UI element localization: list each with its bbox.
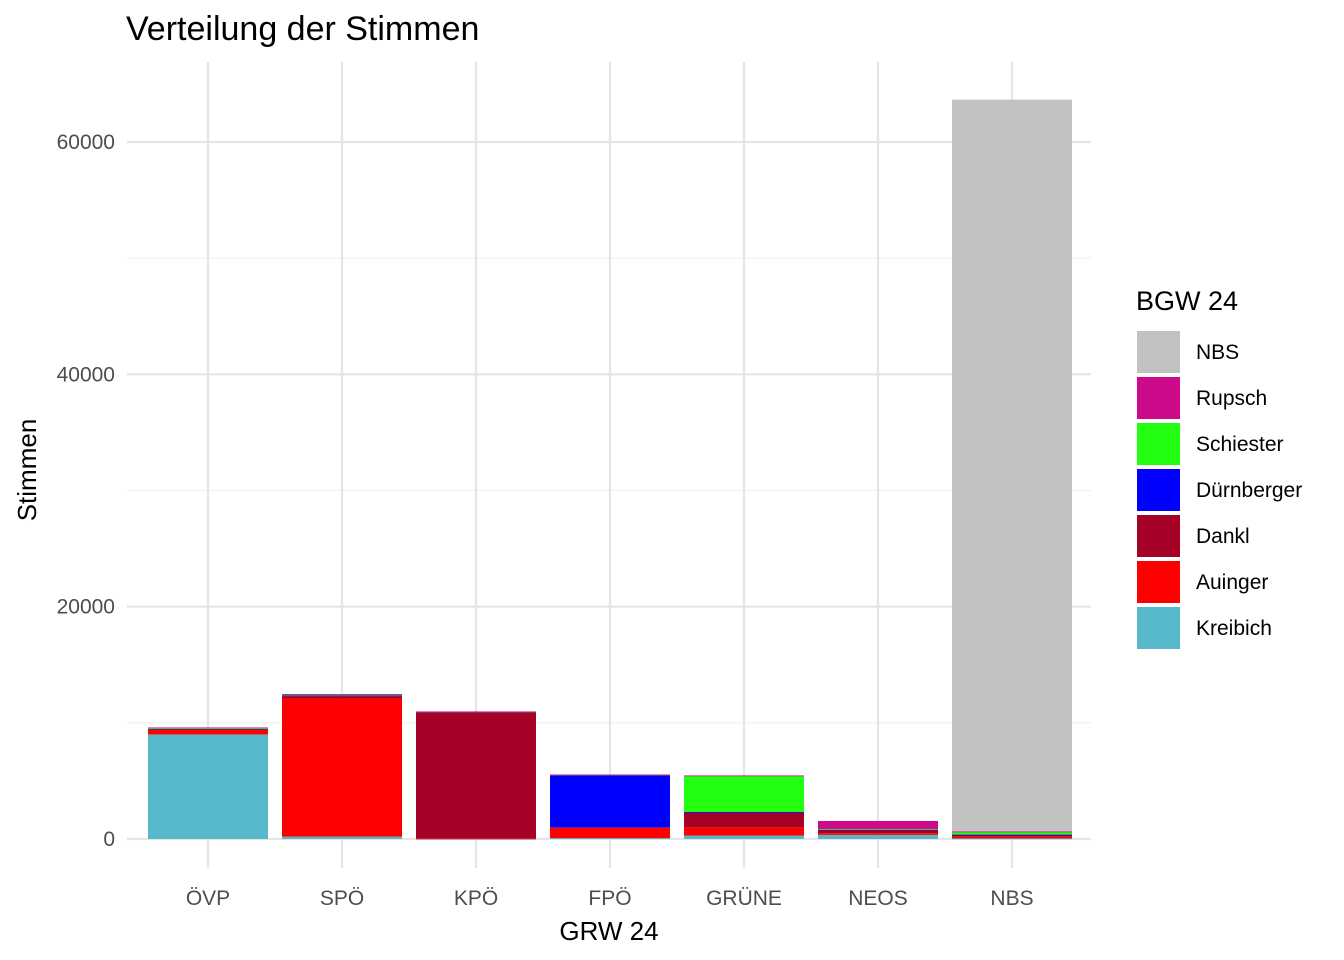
- bar-segment: [416, 838, 536, 840]
- legend-swatch: [1137, 423, 1180, 465]
- legend-swatch: [1137, 561, 1180, 603]
- bar-segment: [952, 99, 1072, 832]
- bar-segment: [148, 734, 268, 839]
- bar-segment: [416, 711, 536, 713]
- x-tick-label: ÖVP: [186, 887, 230, 910]
- bar-segment: [684, 775, 804, 777]
- bar-segment: [952, 836, 1072, 839]
- bar-segment: [952, 831, 1072, 833]
- x-axis-title: GRW 24: [559, 916, 658, 946]
- bar-segment: [818, 829, 938, 834]
- legend-label: NBS: [1196, 341, 1239, 364]
- bar-segment: [550, 774, 670, 776]
- bar-segment: [952, 834, 1072, 837]
- x-tick-label: SPÖ: [320, 887, 364, 910]
- bars: [148, 99, 1072, 840]
- legend-label: Kreibich: [1196, 617, 1272, 640]
- bar-segment: [818, 820, 938, 830]
- bar-segment: [148, 727, 268, 729]
- bar-segment: [148, 729, 268, 735]
- bar-segment: [952, 838, 1072, 840]
- bar-segment: [684, 812, 804, 828]
- bar-segment: [282, 696, 402, 699]
- legend-swatch: [1137, 377, 1180, 419]
- y-tick-label: 40000: [57, 363, 115, 386]
- bar-segment: [818, 833, 938, 835]
- x-tick-label: GRÜNE: [706, 887, 782, 910]
- legend-label: Dürnberger: [1196, 479, 1302, 502]
- bar-segment: [684, 776, 804, 813]
- legend-swatch: [1137, 331, 1180, 373]
- bar-segment: [818, 834, 938, 839]
- bar-segment: [550, 827, 670, 839]
- x-tick-label: NBS: [990, 887, 1033, 910]
- legend-label: Schiester: [1196, 433, 1284, 456]
- x-tick-labels: ÖVP SPÖ KPÖ FPÖ GRÜNE NEOS NBS: [186, 887, 1034, 910]
- bar-segment: [550, 827, 670, 829]
- bar-segment: [282, 694, 402, 697]
- bar-segment: [282, 694, 402, 696]
- y-tick-labels: 0 20000 40000 60000: [57, 131, 115, 851]
- bar-segment: [282, 698, 402, 837]
- grid-lines: [127, 62, 1091, 868]
- bar-segment: [684, 827, 804, 836]
- bar-segment: [416, 711, 536, 839]
- x-tick-label: NEOS: [848, 887, 908, 910]
- y-axis-title: Stimmen: [12, 419, 42, 522]
- bar-segment: [148, 728, 268, 729]
- bar-segment: [148, 729, 268, 730]
- y-tick-label: 60000: [57, 131, 115, 154]
- chart-title: Verteilung der Stimmen: [126, 10, 479, 48]
- bar-segment: [550, 838, 670, 839]
- legend-swatch: [1137, 469, 1180, 511]
- bar-segment: [952, 831, 1072, 835]
- legend-label: Rupsch: [1196, 387, 1267, 410]
- bar-segment: [952, 834, 1072, 836]
- legend-label: Auinger: [1196, 571, 1268, 594]
- legend-items: NBS Rupsch Schiester Dürnberger Dankl Auinger…: [1137, 331, 1302, 649]
- legend-swatch: [1137, 515, 1180, 557]
- bar-segment: [684, 812, 804, 813]
- bar-segment: [684, 835, 804, 839]
- y-tick-label: 20000: [57, 596, 115, 619]
- bar-segment: [282, 836, 402, 839]
- legend-title: BGW 24: [1136, 286, 1238, 316]
- bar-segment: [550, 774, 670, 828]
- x-tick-label: FPÖ: [588, 887, 631, 910]
- legend-swatch: [1137, 607, 1180, 649]
- legend: BGW 24 NBS Rupsch Schiester Dürnberger Dankl…: [1136, 286, 1302, 649]
- bar-segment: [282, 694, 402, 695]
- y-tick-label: 0: [103, 828, 115, 851]
- bar-segment: [818, 829, 938, 830]
- legend-label: Dankl: [1196, 525, 1250, 548]
- x-tick-label: KPÖ: [454, 887, 498, 910]
